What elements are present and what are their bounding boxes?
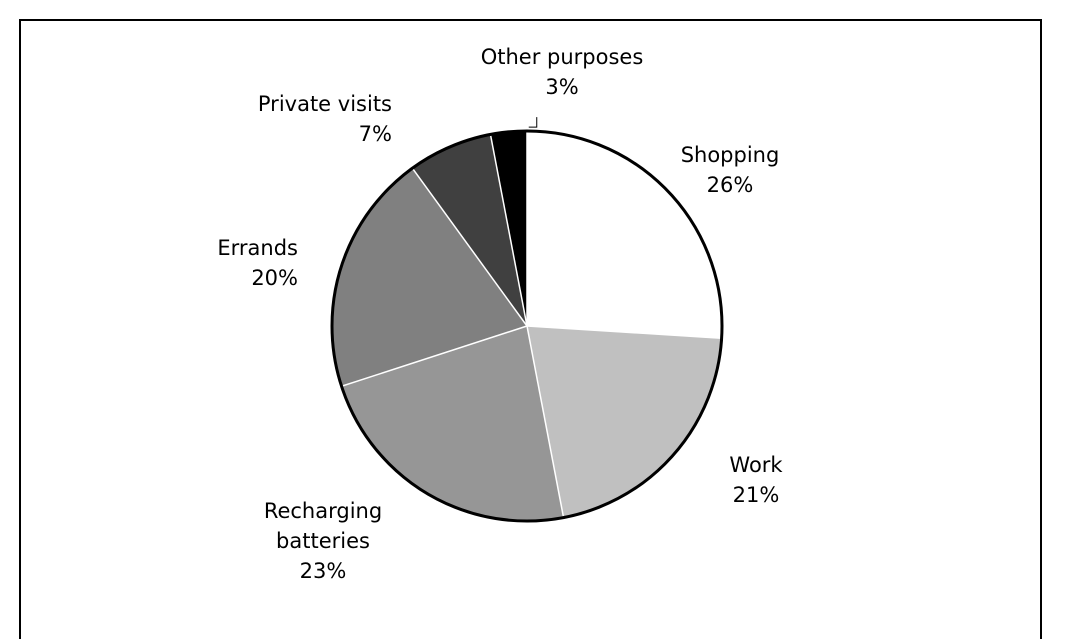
slice-label-shopping: Shopping 26% bbox=[681, 143, 780, 197]
slice-value-label-recharging-batteries: 23% bbox=[300, 559, 347, 583]
leader-lines bbox=[528, 117, 538, 128]
pie-slice-work bbox=[527, 326, 722, 518]
slice-name-label-errands: Errands bbox=[217, 236, 298, 260]
slice-separator bbox=[411, 167, 528, 327]
slice-separator bbox=[489, 134, 528, 327]
slice-name-label-private-visits: Private visits bbox=[258, 92, 392, 116]
slice-name-label-other-purposes: Other purposes bbox=[481, 45, 644, 69]
slice-label-recharging-batteries: Recharging batteries 23% bbox=[264, 499, 382, 583]
slice-name-label-work: Work bbox=[729, 453, 783, 477]
slice-value-label-shopping: 26% bbox=[707, 173, 754, 197]
slice-label-errands: Errands 20% bbox=[217, 236, 298, 290]
pie-slices bbox=[330, 129, 724, 523]
slice-value-label-private-visits: 7% bbox=[359, 122, 392, 146]
pie-slice-shopping bbox=[527, 131, 722, 339]
slice-label-work: Work 21% bbox=[729, 453, 783, 507]
slice-label-other-purposes: Other purposes 3% bbox=[481, 45, 644, 99]
slice-value-label-work: 21% bbox=[733, 483, 780, 507]
pie-slice-private-visits bbox=[412, 134, 527, 326]
slice-separator bbox=[526, 325, 565, 518]
leader-line-other-purposes bbox=[528, 117, 538, 128]
slice-name-label-recharging-batteries: Recharging bbox=[264, 499, 382, 523]
slice-value-label-errands: 20% bbox=[251, 266, 298, 290]
slice-separator bbox=[341, 325, 528, 387]
slice-separator bbox=[526, 325, 722, 339]
pie-outline bbox=[330, 129, 724, 523]
pie-slice-recharging-batteries bbox=[341, 326, 564, 522]
pie-slice-errands bbox=[332, 168, 527, 387]
slice-label-private-visits: Private visits 7% bbox=[258, 92, 392, 146]
slice-name-label-shopping: Shopping bbox=[681, 143, 780, 167]
slice-labels: Shopping 26% Work 21% Recharging batteries 23%… bbox=[217, 45, 783, 583]
chart-frame bbox=[19, 19, 1042, 639]
slice-value-label-other-purposes: 3% bbox=[545, 75, 578, 99]
pie-chart: Shopping 26% Work 21% Recharging batteries 23%… bbox=[217, 45, 783, 583]
slice-name-label-recharging-batteries: batteries bbox=[276, 529, 370, 553]
